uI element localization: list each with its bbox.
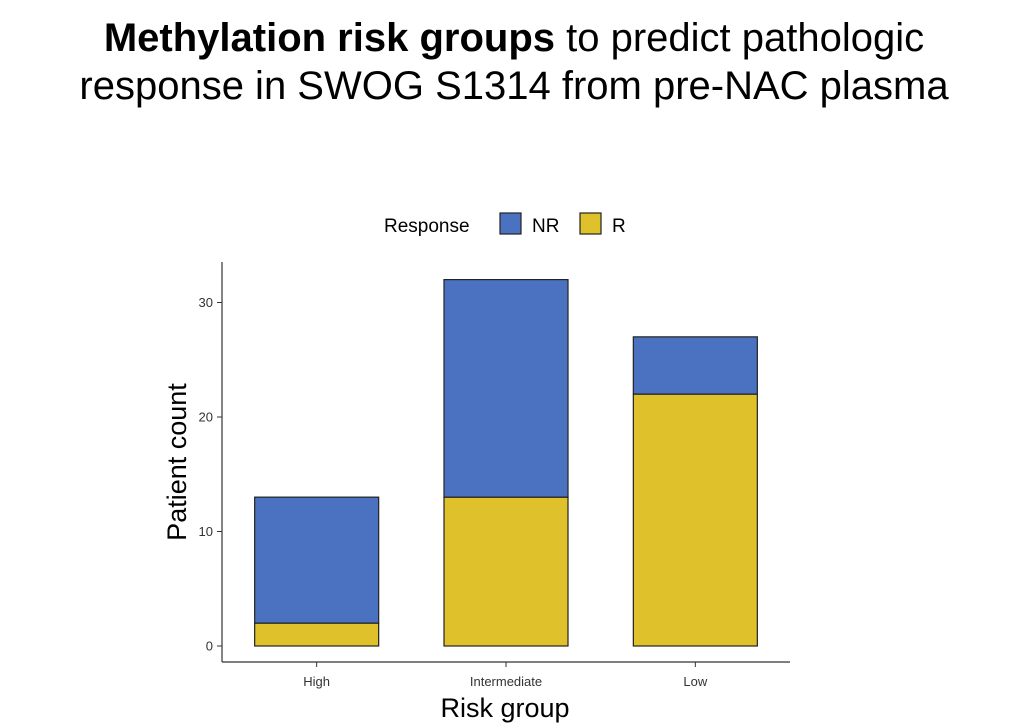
y-tick-label: 30 (199, 295, 213, 310)
legend-title: Response (384, 216, 470, 237)
chart-legend: Response NR R (384, 212, 626, 237)
bar-r-low (632, 393, 758, 647)
plot-area: 0 10 20 30 High Intermediate Low (199, 262, 790, 689)
legend-swatch-r (579, 212, 602, 235)
bar-r-intermediate (443, 496, 569, 647)
slide-title: Methylation risk groups to predict patho… (0, 14, 1028, 110)
slide-title-line-1: Methylation risk groups to predict patho… (0, 14, 1028, 62)
bar-nr-low (632, 336, 758, 395)
y-axis-title: Patient count (162, 383, 192, 541)
y-tick-label: 10 (199, 524, 213, 539)
slide-title-bold: Methylation risk groups (103, 16, 556, 60)
y-tick-label: 0 (206, 639, 213, 654)
legend-label-nr: NR (532, 216, 559, 237)
bar-nr-intermediate (443, 279, 569, 498)
x-tick-label: Intermediate (470, 674, 542, 689)
slide-title-rest: to predict pathologic (555, 16, 925, 60)
legend-swatch-nr (499, 212, 522, 235)
legend-label-r: R (612, 216, 626, 237)
x-tick-label: Low (683, 674, 707, 689)
bar-nr-high (254, 496, 380, 624)
x-axis-title: Risk group (440, 693, 569, 723)
slide-title-line-2: response in SWOG S1314 from pre-NAC plas… (79, 64, 949, 108)
x-tick-label: High (303, 674, 330, 689)
bar-r-high (254, 622, 380, 647)
y-tick-label: 20 (199, 410, 213, 425)
